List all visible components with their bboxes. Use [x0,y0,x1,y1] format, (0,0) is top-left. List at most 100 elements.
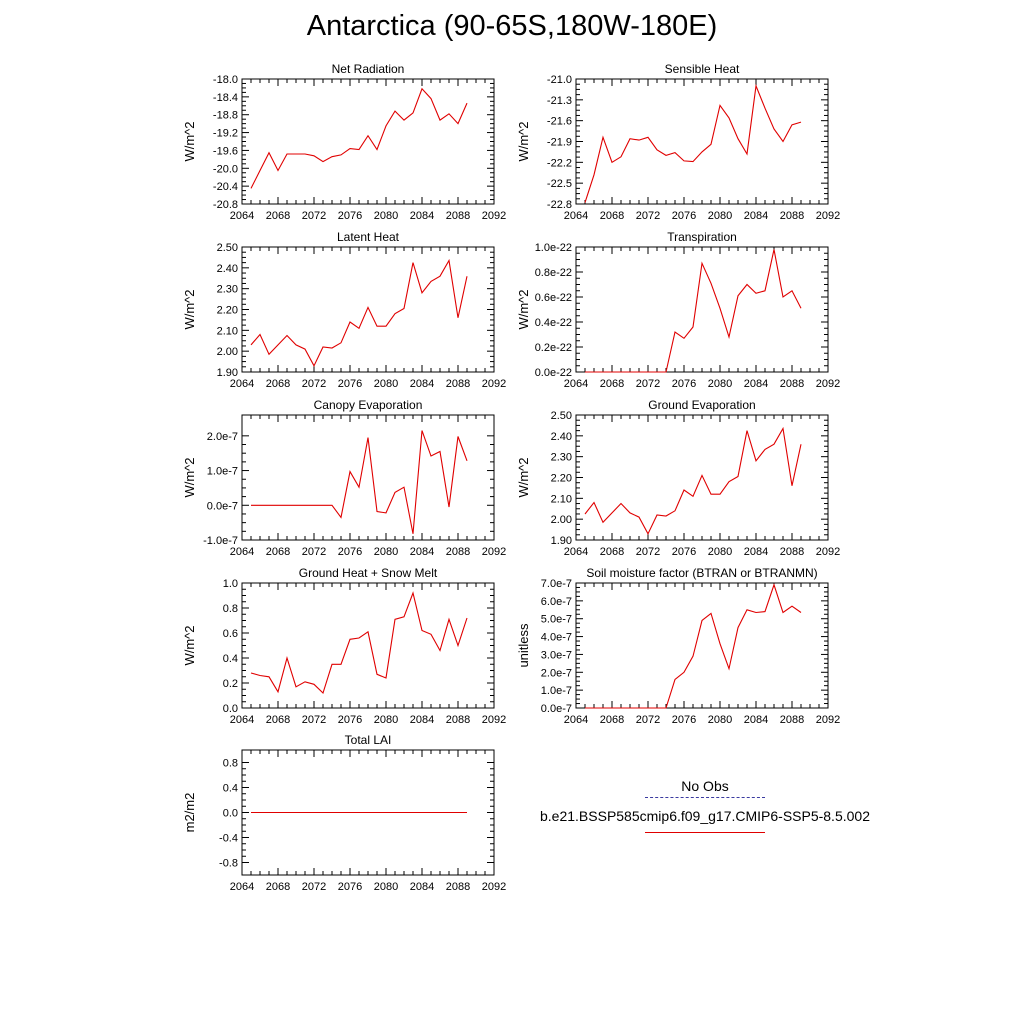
y-tick-label: -21.3 [547,95,572,107]
y-tick-label: 0.2 [223,678,238,690]
x-tick-label: 2068 [600,546,624,558]
x-tick-label: 2080 [374,378,398,390]
series-line [585,249,802,373]
x-tick-label: 2088 [446,378,470,390]
plot-frame [575,78,829,205]
x-tick-label: 2072 [302,378,326,390]
y-tick-label: 0.8 [223,758,238,770]
x-tick-label: 2068 [266,378,290,390]
y-axis-label: W/m^2 [182,625,197,665]
y-tick-label: 0.4 [223,653,238,665]
y-tick-label: 2.50 [217,242,238,254]
panel-title: Latent Heat [337,230,400,244]
y-tick-label: 2.0e-7 [541,667,572,679]
y-tick-label: -21.0 [547,74,572,86]
y-tick-label: -22.5 [547,178,572,190]
x-tick-label: 2076 [338,714,362,726]
y-tick-label: 1.90 [551,535,572,547]
y-tick-label: 2.20 [551,473,572,485]
panel-title: Soil moisture factor (BTRAN or BTRANMN) [586,566,817,580]
x-tick-label: 2068 [266,546,290,558]
figure-title: Antarctica (90-65S,180W-180E) [306,10,718,42]
series-line [250,591,468,695]
y-tick-label: -21.9 [547,137,572,149]
x-tick-label: 2068 [600,714,624,726]
x-tick-label: 2064 [230,714,254,726]
y-tick-label: 2.10 [217,325,238,337]
legend-run-line [645,832,765,833]
x-tick-label: 2088 [446,714,470,726]
y-tick-label: 0.8 [223,603,238,615]
x-tick-label: 2088 [446,546,470,558]
x-tick-label: 2080 [708,714,732,726]
y-axis-label: W/m^2 [182,121,197,161]
x-tick-label: 2072 [636,210,660,222]
series-line [250,87,468,189]
x-tick-label: 2072 [636,378,660,390]
x-tick-label: 2084 [744,210,768,222]
panel-9: Total LAI m2/m2 2064 2068 2072 2076 2080 2084 20… [182,733,506,893]
x-tick-label: 2064 [564,714,588,726]
x-tick-label: 2076 [672,546,696,558]
x-tick-label: 2064 [230,378,254,390]
y-tick-label: -0.8 [219,858,238,870]
y-tick-label: -18.8 [213,110,238,122]
x-tick-label: 2072 [636,714,660,726]
y-tick-label: 2.0e-7 [207,431,238,443]
panel-2: Sensible Heat W/m^2 2064 2068 2072 2076 2080 20… [516,62,840,222]
x-tick-label: 2088 [780,546,804,558]
y-tick-label: -18.0 [213,74,238,86]
y-tick-label: 1.0e-7 [207,466,238,478]
panel-title: Total LAI [345,733,392,747]
panel-title: Net Radiation [332,62,405,76]
x-tick-label: 2068 [600,378,624,390]
y-axis-label: m2/m2 [182,793,197,833]
x-tick-label: 2080 [374,546,398,558]
x-tick-label: 2064 [564,546,588,558]
x-tick-label: 2068 [600,210,624,222]
x-tick-label: 2080 [708,546,732,558]
y-tick-label: 0.4e-22 [535,317,572,329]
x-tick-label: 2072 [302,714,326,726]
x-tick-label: 2080 [708,378,732,390]
y-tick-label: -1.0e-7 [203,535,238,547]
plot-frame [241,78,495,205]
x-tick-label: 2088 [780,714,804,726]
y-tick-label: 2.00 [551,514,572,526]
legend-obs-label: No Obs [681,778,729,794]
panel-5: Canopy Evaporation W/m^2 2064 2068 2072 2076 2… [182,398,506,558]
x-tick-label: 2064 [564,210,588,222]
y-tick-label: 0.6 [223,628,238,640]
series-line [584,83,802,203]
x-tick-label: 2064 [230,210,254,222]
panel-4: Transpiration W/m^2 2064 2068 2072 2076 2080 20… [516,230,840,390]
x-tick-label: 2084 [744,546,768,558]
x-tick-label: 2092 [482,210,506,222]
y-tick-label: -22.2 [547,157,572,169]
x-tick-label: 2092 [816,378,840,390]
y-tick-label: -20.0 [213,163,238,175]
x-tick-label: 2068 [266,210,290,222]
y-tick-label: 0.2e-22 [535,342,572,354]
x-tick-label: 2080 [708,210,732,222]
y-tick-label: 1.90 [217,367,238,379]
series-line [250,258,468,368]
y-tick-label: 7.0e-7 [541,578,572,590]
x-tick-label: 2092 [816,210,840,222]
y-tick-label: 1.0e-7 [541,685,572,697]
panel-title: Ground Heat + Snow Melt [299,566,438,580]
y-tick-label: 0.0 [223,703,238,715]
panel-7: Ground Heat + Snow Melt W/m^2 2064 2068 2072… [182,566,506,726]
panel-title: Canopy Evaporation [314,398,423,412]
x-tick-label: 2084 [410,714,434,726]
x-tick-label: 2084 [410,546,434,558]
x-tick-label: 2064 [230,881,254,893]
y-tick-label: 0.0 [223,808,238,820]
x-tick-label: 2088 [446,210,470,222]
y-tick-label: -22.8 [547,199,572,211]
x-tick-label: 2084 [410,881,434,893]
y-tick-label: 2.10 [551,493,572,505]
x-tick-label: 2076 [338,210,362,222]
y-tick-label: -18.4 [213,92,238,104]
